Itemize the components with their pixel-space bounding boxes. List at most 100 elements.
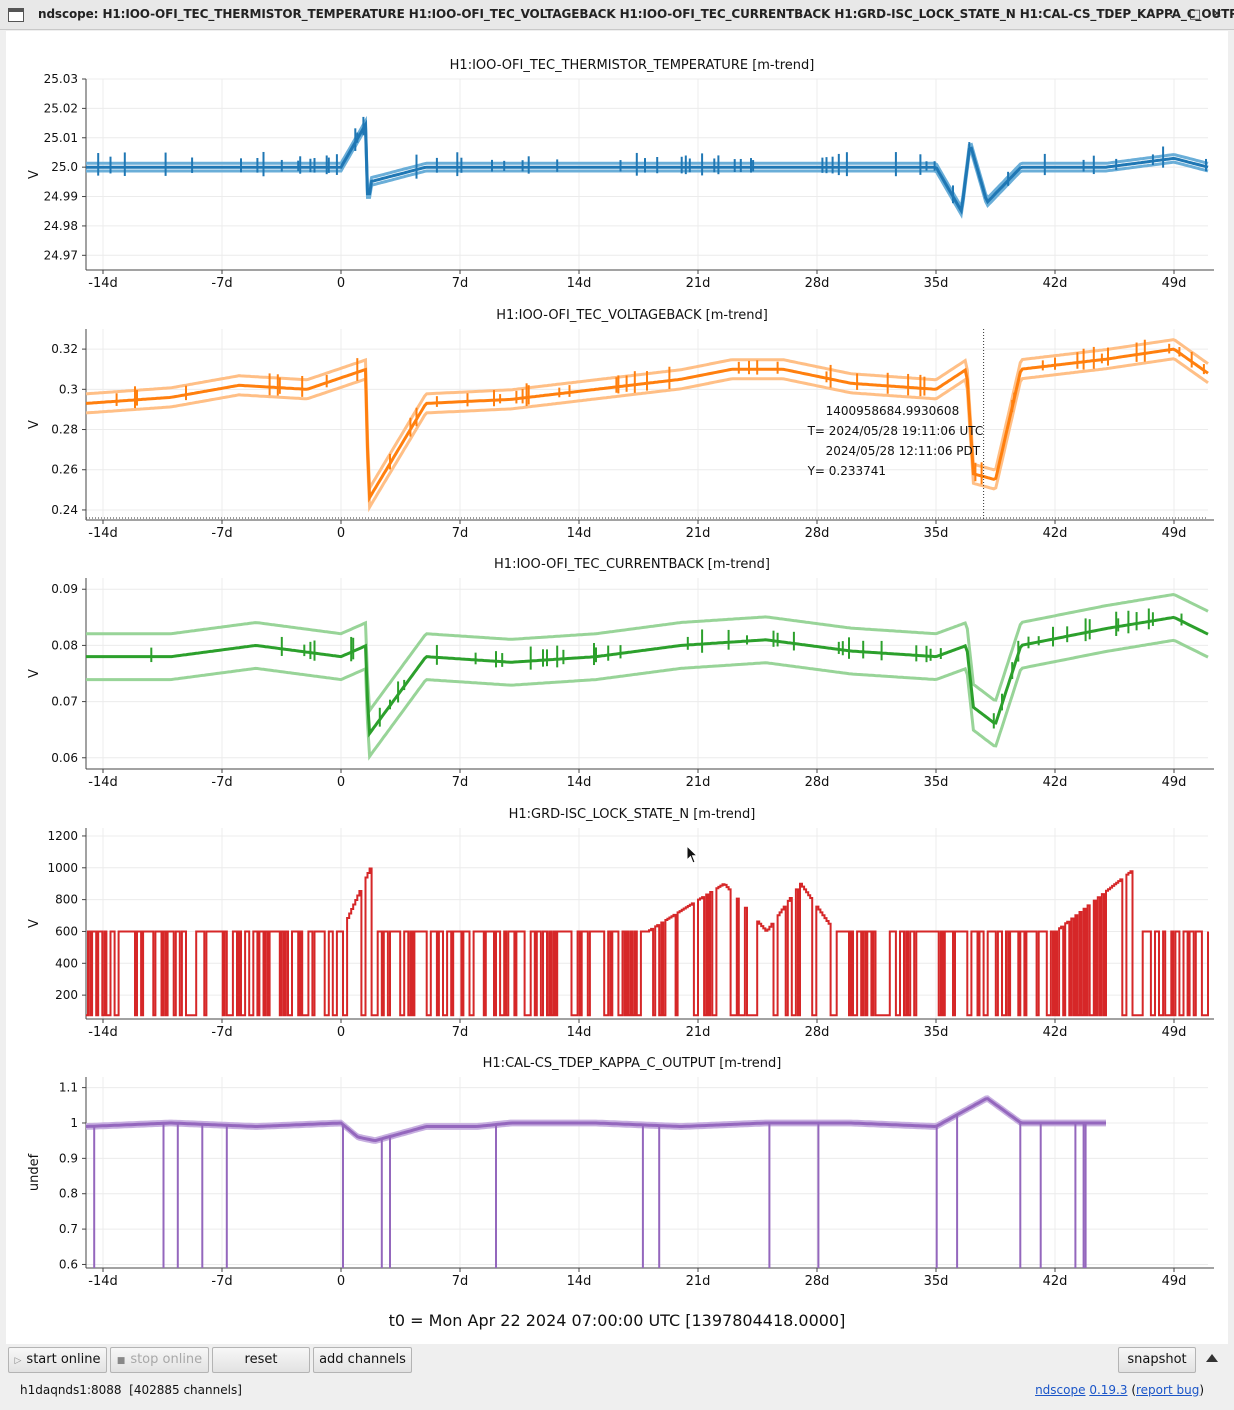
plot-area[interactable]: H1:IOO-OFI_TEC_THERMISTOR_TEMPERATURE [m… [6,31,1228,1344]
y-axis-label: V [27,919,42,928]
ndscope-link[interactable]: ndscope [1035,1383,1086,1397]
x-tick-label: 42d [1043,1025,1068,1040]
x-tick-label: -7d [211,276,232,291]
trace-line [86,119,1209,215]
cursor-readout-line: 2024/05/28 12:11:06 PDT [826,444,981,458]
trace-line [86,615,1209,738]
window-title: ndscope: H1:IOO-OFI_TEC_THERMISTOR_TEMPE… [38,7,1234,21]
x-tick-label: 7d [452,775,469,790]
x-tick-label: -14d [88,276,118,291]
y-tick-label: 0.9 [59,1151,78,1165]
footer-links: ndscope 0.19.3 (report bug) [1035,1383,1204,1397]
x-tick-label: 7d [452,1274,469,1289]
y-axis-label: V [27,170,42,179]
x-tick-label: 49d [1162,526,1187,541]
x-tick-label: 0 [337,276,345,291]
snapshot-button[interactable]: snapshot [1118,1347,1196,1373]
minimize-icon[interactable]: ⌄ [1167,7,1179,22]
y-tick-label: 0.24 [51,503,78,517]
plot-3-canvas[interactable]: H1:IOO-OFI_TEC_CURRENTBACK [m-trend] V 0.0… [6,548,1228,797]
y-axis-label: undef [27,1153,42,1191]
y-tick-label: 1000 [47,861,78,875]
plot-title: H1:IOO-OFI_TEC_THERMISTOR_TEMPERATURE [m… [450,58,815,73]
play-icon: ▷ [14,1356,22,1366]
plot-1[interactable]: H1:IOO-OFI_TEC_THERMISTOR_TEMPERATURE [m… [6,49,1228,298]
y-tick-label: 25.01 [44,131,78,145]
x-tick-label: 14d [567,775,592,790]
x-tick-label: 28d [805,276,830,291]
x-tick-label: 35d [924,526,949,541]
close-icon[interactable]: ✕ [1211,7,1223,22]
trace-spikes [150,608,1183,729]
start-online-button[interactable]: ▷ start online [8,1347,107,1373]
x-tick-label: 21d [686,1025,711,1040]
window-titlebar: ndscope: H1:IOO-OFI_TEC_THERMISTOR_TEMPE… [0,0,1234,30]
x-tick-label: 28d [805,1025,830,1040]
x-tick-label: -14d [88,526,118,541]
x-tick-label: 0 [337,1274,345,1289]
x-tick-label: 28d [805,526,830,541]
stop-online-button[interactable]: ■ stop online [110,1347,209,1373]
x-tick-label: 49d [1162,1274,1187,1289]
plot-1-canvas[interactable]: H1:IOO-OFI_TEC_THERMISTOR_TEMPERATURE [m… [6,49,1228,298]
y-tick-label: 0.28 [51,423,78,437]
y-tick-label: 25.02 [44,101,78,115]
t0-label: t0 = Mon Apr 22 2024 07:00:00 UTC [13978… [388,1311,846,1330]
plot-4-canvas[interactable]: H1:GRD-ISC_LOCK_STATE_N [m-trend] V 1200 10… [6,798,1228,1047]
x-tick-label: 7d [452,526,469,541]
plot-5-canvas[interactable]: H1:CAL-CS_TDEP_KAPPA_C_OUTPUT [m-trend] u… [6,1047,1228,1296]
y-axis-label: V [27,420,42,429]
trace-spikes [97,116,1207,204]
y-tick-label: 0.08 [51,638,78,652]
x-tick-label: 35d [924,276,949,291]
x-tick-label: 21d [686,1274,711,1289]
collapse-panel-icon[interactable] [1206,1354,1218,1362]
x-tick-label: -14d [88,775,118,790]
trace-max-band [85,338,1209,494]
x-tick-label: 49d [1162,1025,1187,1040]
plot-title: H1:IOO-OFI_TEC_VOLTAGEBACK [m-trend] [496,308,768,323]
report-bug-link[interactable]: report bug [1136,1383,1200,1397]
y-tick-label: 24.98 [44,219,78,233]
trace-max-band [86,592,1209,715]
y-tick-label: 25.0 [51,160,78,174]
x-tick-label: 21d [686,526,711,541]
plot-4[interactable]: H1:GRD-ISC_LOCK_STATE_N [m-trend] V 1200 10… [6,798,1228,1047]
plot-2[interactable]: H1:IOO-OFI_TEC_VOLTAGEBACK [m-trend] V 0.3… [6,299,1228,548]
version-link[interactable]: 0.19.3 [1089,1383,1128,1397]
plot-2-canvas[interactable]: H1:IOO-OFI_TEC_VOLTAGEBACK [m-trend] V 0.3… [6,299,1228,548]
trace-line [86,867,1209,1017]
x-tick-label: -14d [88,1025,118,1040]
plot-title: H1:IOO-OFI_TEC_CURRENTBACK [m-trend] [494,557,770,572]
y-tick-label: 0.06 [51,751,78,765]
x-tick-label: 42d [1043,1274,1068,1289]
server-status: h1daqnds1:8088 [402885 channels] [20,1383,242,1397]
x-tick-label: 35d [924,775,949,790]
x-tick-label: 21d [686,276,711,291]
y-axis-label: V [27,669,42,678]
reset-button[interactable]: reset [212,1347,310,1373]
y-tick-label: 25.03 [44,72,78,86]
x-tick-label: 28d [805,1274,830,1289]
x-tick-label: 42d [1043,775,1068,790]
trace-min-band [86,638,1209,761]
maximize-icon[interactable]: □ [1188,7,1202,22]
y-tick-label: 0.7 [59,1222,78,1236]
y-tick-label: 800 [55,893,78,907]
x-tick-label: 35d [924,1025,949,1040]
x-tick-label: 14d [567,1274,592,1289]
start-online-label: start online [26,1352,101,1367]
stop-online-label: stop online [130,1352,203,1367]
app-window-icon [8,8,24,22]
x-tick-label: 49d [1162,276,1187,291]
x-tick-label: 21d [686,775,711,790]
shade-icon[interactable]: ⌃ [1145,7,1157,22]
stop-icon: ■ [116,1356,126,1366]
trace-max-band [86,115,1209,212]
plot-5[interactable]: H1:CAL-CS_TDEP_KAPPA_C_OUTPUT [m-trend] u… [6,1047,1228,1296]
cursor-readout-line: 1400958684.9930608 [826,404,960,418]
trace-spikes [93,1114,1087,1268]
plot-3[interactable]: H1:IOO-OFI_TEC_CURRENTBACK [m-trend] V 0.0… [6,548,1228,797]
x-tick-label: 0 [337,775,345,790]
add-channels-button[interactable]: add channels [313,1347,412,1373]
